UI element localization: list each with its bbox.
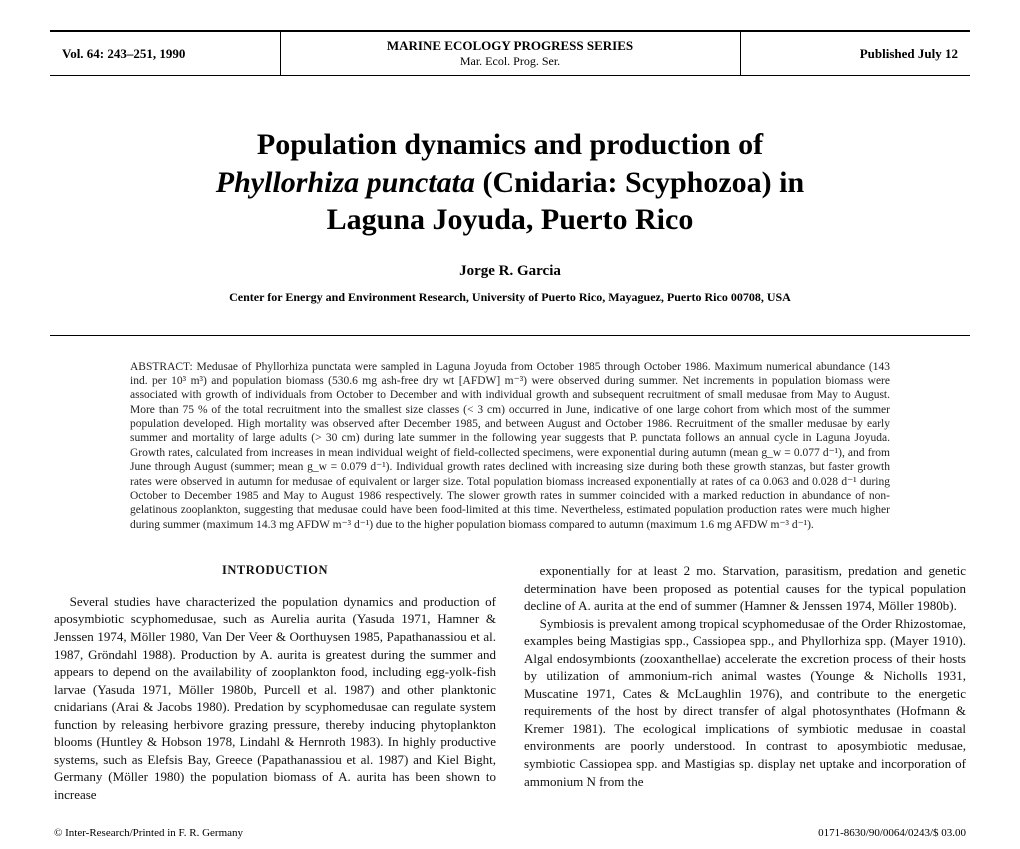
body-columns: INTRODUCTION Several studies have charac…	[54, 562, 966, 803]
author-affiliation: Center for Energy and Environment Resear…	[50, 290, 970, 305]
abstract-block: ABSTRACT: Medusae of Phyllorhiza punctat…	[130, 360, 890, 533]
journal-abbrev: Mar. Ecol. Prog. Ser.	[293, 54, 728, 69]
author-name: Jorge R. Garcia	[50, 263, 970, 280]
title-species: Phyllorhiza punctata	[216, 166, 475, 199]
title-line-3: Laguna Joyuda, Puerto Rico	[327, 203, 694, 236]
divider-rule	[50, 335, 970, 336]
title-line-1: Population dynamics and production of	[257, 128, 763, 161]
article-title: Population dynamics and production of Ph…	[80, 126, 940, 239]
abstract-label: ABSTRACT:	[130, 361, 193, 373]
page: Vol. 64: 243–251, 1990 MARINE ECOLOGY PR…	[50, 0, 970, 849]
intro-paragraph-right: exponentially for at least 2 mo. Starvat…	[524, 562, 966, 615]
abstract-text: Medusae of Phyllorhiza punctata were sam…	[130, 361, 890, 531]
volume-text: Vol. 64: 243–251, 1990	[62, 46, 185, 61]
copyright-text: © Inter-Research/Printed in F. R. German…	[54, 827, 243, 839]
date-cell: Published July 12	[740, 31, 970, 76]
journal-header: Vol. 64: 243–251, 1990 MARINE ECOLOGY PR…	[50, 30, 970, 76]
intro-paragraph-left: Several studies have characterized the p…	[54, 593, 496, 804]
intro-heading: INTRODUCTION	[54, 562, 496, 579]
left-column: INTRODUCTION Several studies have charac…	[54, 562, 496, 803]
page-footer: © Inter-Research/Printed in F. R. German…	[50, 827, 970, 839]
title-line-2: (Cnidaria: Scyphozoa) in	[475, 166, 804, 199]
issn-price: 0171-8630/90/0064/0243/$ 03.00	[818, 827, 966, 839]
published-date: Published July 12	[860, 46, 958, 61]
journal-cell: MARINE ECOLOGY PROGRESS SERIES Mar. Ecol…	[280, 31, 740, 76]
intro-paragraph-right-2: Symbiosis is prevalent among tropical sc…	[524, 615, 966, 790]
volume-cell: Vol. 64: 243–251, 1990	[50, 31, 280, 76]
journal-name: MARINE ECOLOGY PROGRESS SERIES	[387, 38, 633, 53]
right-column: exponentially for at least 2 mo. Starvat…	[524, 562, 966, 803]
